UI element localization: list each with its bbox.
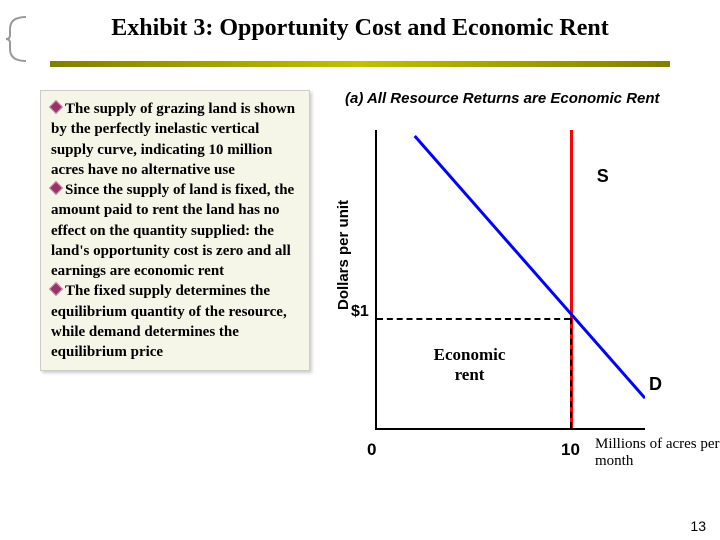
- bullet-1-text: The supply of grazing land is shown by t…: [51, 101, 295, 178]
- bullet-diamond-icon: [49, 282, 63, 296]
- d-curve-label: D: [649, 374, 662, 395]
- equilibrium-dash-horizontal: [377, 318, 570, 320]
- y-axis-label: Dollars per unit: [335, 200, 352, 310]
- chart-plot: $1 S D Economic rent: [375, 130, 645, 430]
- bullet-3-text: The fixed supply determines the equilibr…: [51, 283, 287, 360]
- equilibrium-dash-vertical: [570, 318, 572, 428]
- origin-label: 0: [367, 440, 376, 460]
- bullet-2-text: Since the supply of land is fixed, the a…: [51, 182, 294, 279]
- explanation-textbox: The supply of grazing land is shown by t…: [40, 90, 310, 371]
- title-underline: [50, 61, 670, 67]
- y-tick-1: $1: [351, 303, 369, 321]
- page-number: 13: [690, 518, 706, 534]
- s-curve-label: S: [597, 166, 609, 187]
- bullet-diamond-icon: [49, 181, 63, 195]
- page-title: Exhibit 3: Opportunity Cost and Economic…: [0, 15, 720, 42]
- x-axis-label: Millions of acres per month: [595, 436, 720, 471]
- chart-area: Dollars per unit $1 S D Economic rent 0 …: [345, 120, 705, 500]
- economic-rent-label: Economic rent: [415, 345, 525, 385]
- rent-line2: rent: [455, 365, 485, 384]
- x-tick-10: 10: [561, 440, 580, 460]
- chart-panel-title: (a) All Resource Returns are Economic Re…: [345, 90, 660, 107]
- bullet-diamond-icon: [49, 100, 63, 114]
- rent-line1: Economic: [434, 345, 506, 364]
